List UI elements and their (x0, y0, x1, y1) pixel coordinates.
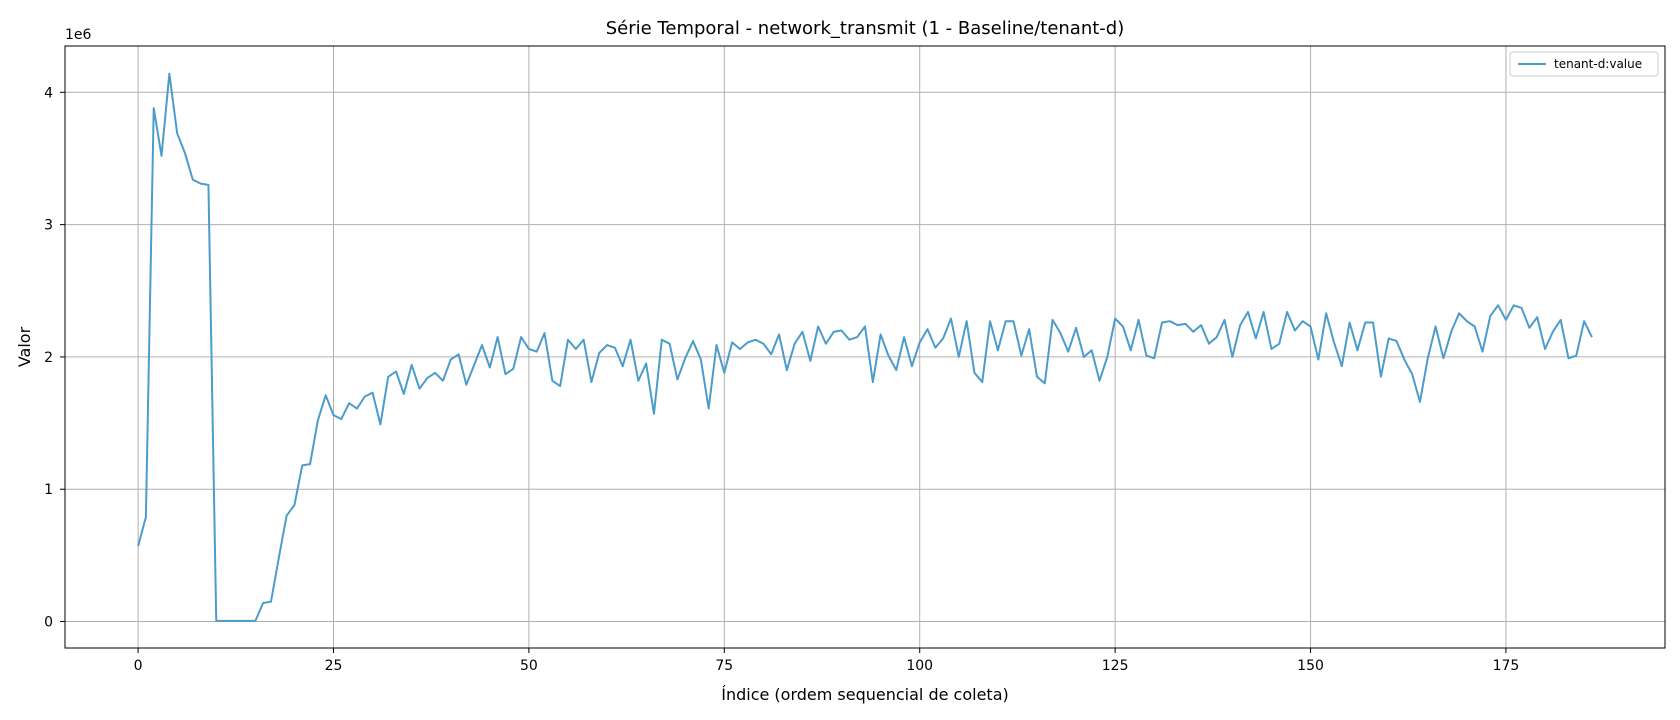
y-tick-label: 0 (44, 615, 53, 631)
series-line (137, 72, 1593, 622)
grid (65, 46, 1665, 648)
x-tick-label: 150 (1297, 658, 1324, 674)
y-tick-label: 4 (44, 85, 53, 101)
ticks: 0 25 50 75 100 125 150 175 0 1 2 3 4 (44, 85, 1519, 674)
y-tick-label: 3 (44, 218, 53, 234)
y-tick-label: 1 (44, 482, 53, 498)
series-layer (137, 72, 1593, 622)
chart-title: Série Temporal - network_transmit (1 - B… (606, 18, 1125, 39)
legend-box (1509, 51, 1659, 77)
y-tick-label: 2 (44, 350, 53, 366)
x-tick-label: 175 (1493, 658, 1520, 674)
x-tick-label: 25 (325, 658, 343, 674)
plot-frame (64, 45, 1666, 649)
legend: tenant-d:value (1509, 51, 1659, 77)
x-tick-label: 75 (715, 658, 733, 674)
x-tick-label: 0 (134, 658, 143, 674)
legend-entry-label: tenant-d:value (1554, 57, 1642, 71)
y-axis-offset-label: 1e6 (65, 27, 92, 43)
x-tick-label: 125 (1102, 658, 1129, 674)
x-tick-label: 100 (906, 658, 933, 674)
x-axis-label: Índice (ordem sequencial de coleta) (721, 685, 1009, 704)
y-axis-label: Valor (15, 326, 34, 367)
x-tick-label: 50 (520, 658, 538, 674)
